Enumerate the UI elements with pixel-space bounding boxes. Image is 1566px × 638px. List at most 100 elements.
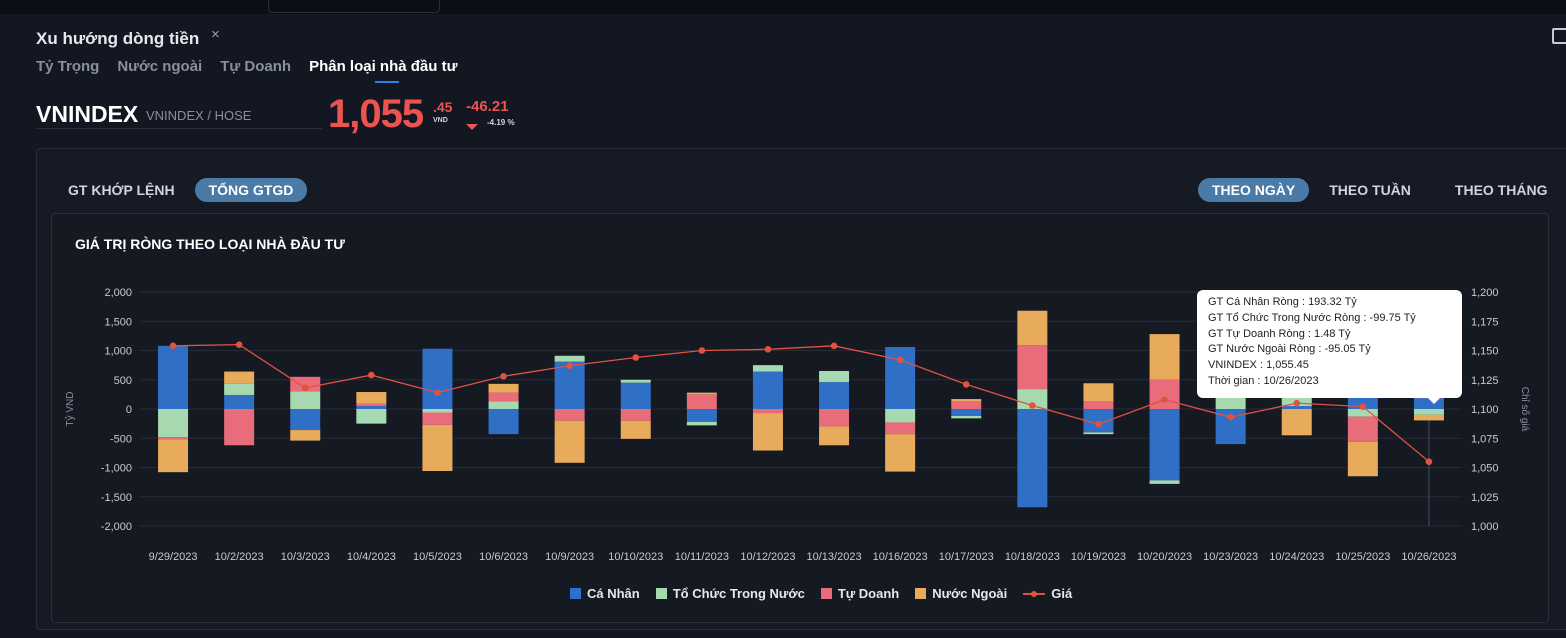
bar-ca-nhan bbox=[224, 394, 255, 409]
legend-swatch bbox=[655, 588, 667, 599]
legend-item-tu-doanh[interactable]: Tự Doanh bbox=[820, 586, 899, 601]
y2-tick-label: 1,075 bbox=[1471, 433, 1499, 445]
tab-tu-doanh[interactable]: Tự Doanh bbox=[220, 58, 292, 75]
price-point bbox=[1095, 420, 1102, 428]
period-toggle: THEO NGÀY THEO TUẦN THEO THÁNG bbox=[1198, 178, 1561, 202]
bar-tu-doanh bbox=[422, 412, 453, 425]
tab-ty-trong[interactable]: Tỷ Trọng bbox=[36, 58, 100, 75]
theo-thang-button[interactable]: THEO THÁNG bbox=[1454, 182, 1548, 198]
bar-to-chuc bbox=[686, 421, 717, 426]
bar-nuoc-ngoai bbox=[1149, 334, 1180, 380]
legend-label: Tổ Chức Trong Nước bbox=[672, 586, 805, 601]
x-tick-label: 10/23/2023 bbox=[1203, 551, 1258, 563]
bar-nuoc-ngoai bbox=[1083, 383, 1114, 402]
bar-tu-doanh bbox=[224, 409, 255, 446]
window-tab[interactable] bbox=[268, 0, 440, 13]
price-integer: 1,055 bbox=[328, 92, 424, 136]
bar-nuoc-ngoai bbox=[951, 399, 982, 402]
tooltip-line: Thời gian : 10/26/2023 bbox=[1208, 374, 1319, 387]
legend-item-gia[interactable]: Giá bbox=[1023, 586, 1072, 601]
x-tick-label: 10/24/2023 bbox=[1269, 551, 1324, 563]
y-tick-label: 500 bbox=[114, 375, 132, 387]
x-tick-label: 10/25/2023 bbox=[1335, 551, 1390, 563]
y2-tick-label: 1,050 bbox=[1471, 463, 1499, 475]
x-tick-label: 10/19/2023 bbox=[1071, 551, 1126, 563]
bar-tu-doanh bbox=[356, 403, 387, 407]
legend-item-nuoc-ngoai[interactable]: Nước Ngoài bbox=[915, 586, 1007, 601]
x-tick-label: 10/9/2023 bbox=[545, 551, 594, 563]
legend-item-to-chuc[interactable]: Tổ Chức Trong Nước bbox=[655, 586, 805, 601]
bar-tu-doanh bbox=[1347, 416, 1378, 442]
y2-tick-label: 1,175 bbox=[1471, 316, 1499, 328]
panel-title: Xu hướng dòng tiền bbox=[36, 29, 200, 48]
x-tick-label: 10/17/2023 bbox=[939, 551, 994, 563]
bar-ca-nhan bbox=[1083, 409, 1114, 433]
bar-tu-doanh bbox=[951, 401, 982, 409]
y-tick-label: -500 bbox=[110, 433, 132, 445]
y2-tick-label: 1,200 bbox=[1471, 287, 1499, 299]
down-arrow-icon bbox=[466, 124, 478, 130]
gt-khop-lenh-button[interactable]: GT KHỚP LỆNH bbox=[68, 182, 175, 198]
y-tick-label: -1,500 bbox=[101, 492, 132, 504]
tooltip-line: GT Cá Nhân Ròng : 193.32 Tỷ bbox=[1208, 296, 1357, 308]
legend-item-ca-nhan[interactable]: Cá Nhân bbox=[570, 586, 640, 601]
tab-phan-loai-nha-dau-tu[interactable]: Phân loại nhà đầu tư bbox=[309, 58, 458, 83]
x-tick-label: 10/16/2023 bbox=[873, 551, 928, 563]
close-icon[interactable]: × bbox=[211, 26, 220, 43]
y2-tick-label: 1,025 bbox=[1471, 492, 1499, 504]
bar-ca-nhan bbox=[620, 382, 651, 409]
chart-title: GIÁ TRỊ RÒNG THEO LOẠI NHÀ ĐẦU TƯ bbox=[75, 236, 345, 252]
top-strip bbox=[0, 0, 1566, 14]
bar-tu-doanh bbox=[1083, 401, 1114, 409]
ticker-symbol: VNINDEX bbox=[36, 101, 139, 127]
bar-nuoc-ngoai bbox=[819, 426, 850, 446]
tong-gtgd-button[interactable]: TỔNG GTGD bbox=[194, 178, 308, 202]
bar-ca-nhan bbox=[422, 348, 453, 409]
bar-nuoc-ngoai bbox=[224, 371, 255, 384]
theo-tuan-button[interactable]: THEO TUẦN bbox=[1329, 182, 1411, 198]
tooltip-line: VNINDEX : 1,055.45 bbox=[1208, 359, 1309, 372]
bar-to-chuc bbox=[224, 383, 255, 395]
bar-ca-nhan bbox=[819, 382, 850, 409]
price-decimal: .45 bbox=[433, 99, 453, 115]
bar-tu-doanh bbox=[620, 409, 651, 421]
bar-tu-doanh bbox=[1149, 379, 1180, 409]
bar-nuoc-ngoai bbox=[620, 420, 651, 439]
bar-ca-nhan bbox=[290, 409, 321, 431]
bar-nuoc-ngoai bbox=[554, 420, 585, 463]
bar-nuoc-ngoai bbox=[1413, 414, 1444, 421]
y-tick-label: 2,000 bbox=[104, 287, 132, 299]
bar-to-chuc bbox=[1347, 409, 1378, 417]
theo-ngay-button[interactable]: THEO NGÀY bbox=[1198, 178, 1310, 202]
x-tick-label: 10/11/2023 bbox=[675, 551, 729, 563]
bar-ca-nhan bbox=[158, 345, 189, 409]
price-point bbox=[1161, 396, 1168, 403]
bar-to-chuc bbox=[620, 379, 651, 383]
bar-ca-nhan bbox=[885, 346, 916, 409]
tab-nuoc-ngoai[interactable]: Nước ngoài bbox=[117, 58, 203, 75]
bar-tu-doanh bbox=[554, 409, 585, 421]
x-tick-label: 10/13/2023 bbox=[807, 551, 862, 563]
bar-nuoc-ngoai bbox=[885, 434, 916, 472]
bar-tu-doanh bbox=[158, 437, 189, 440]
bar-ca-nhan bbox=[1281, 406, 1312, 409]
bar-to-chuc bbox=[819, 370, 850, 383]
y-tick-label: 1,500 bbox=[104, 316, 132, 328]
popout-icon[interactable] bbox=[1552, 28, 1566, 44]
x-tick-label: 10/26/2023 bbox=[1401, 551, 1456, 563]
x-tick-label: 10/2/2023 bbox=[215, 551, 264, 563]
x-tick-label: 10/4/2023 bbox=[347, 551, 396, 563]
x-tick-label: 10/10/2023 bbox=[608, 551, 663, 563]
bar-ca-nhan bbox=[752, 371, 783, 409]
divider bbox=[36, 128, 322, 129]
y-tick-label: -1,000 bbox=[101, 463, 132, 475]
x-tick-label: 10/12/2023 bbox=[740, 551, 795, 563]
y-tick-label: 0 bbox=[126, 404, 132, 416]
price-point bbox=[1359, 403, 1367, 410]
legend-label: Giá bbox=[1051, 586, 1073, 601]
bar-to-chuc bbox=[158, 409, 189, 438]
bar-nuoc-ngoai bbox=[290, 430, 321, 441]
legend-swatch bbox=[915, 588, 927, 599]
bar-tu-doanh bbox=[885, 422, 916, 435]
